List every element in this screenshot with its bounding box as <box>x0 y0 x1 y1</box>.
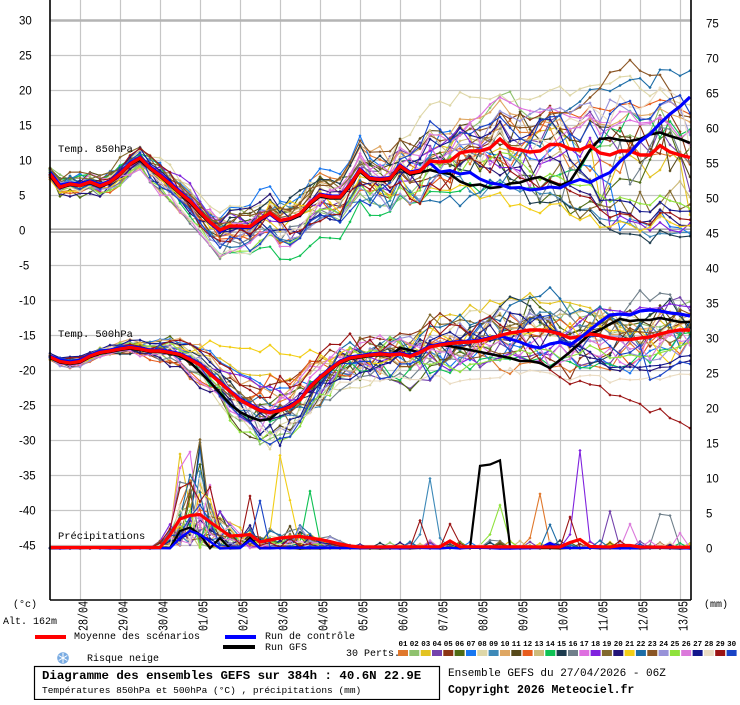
svg-text:15: 15 <box>557 641 567 649</box>
svg-text:08/05: 08/05 <box>476 601 492 631</box>
svg-text:27: 27 <box>693 641 702 649</box>
svg-text:04/05: 04/05 <box>316 601 332 631</box>
svg-text:16: 16 <box>568 641 578 649</box>
svg-text:Run GFS: Run GFS <box>265 643 307 654</box>
svg-text:25: 25 <box>670 641 680 649</box>
svg-text:Temp. 850hPa: Temp. 850hPa <box>58 144 133 156</box>
svg-text:50: 50 <box>706 194 719 206</box>
svg-text:70: 70 <box>706 54 719 66</box>
svg-text:07: 07 <box>466 641 475 649</box>
svg-text:02: 02 <box>410 641 420 649</box>
svg-text:Températures 850hPa et 500hPa: Températures 850hPa et 500hPa (°C) , pré… <box>42 685 361 696</box>
svg-text:10: 10 <box>500 641 510 649</box>
svg-text:-5: -5 <box>19 261 29 273</box>
svg-text:02/05: 02/05 <box>236 601 252 631</box>
svg-text:75: 75 <box>706 19 719 31</box>
svg-text:07/05: 07/05 <box>436 601 452 631</box>
svg-text:Ensemble GEFS du 27/04/2026 -: Ensemble GEFS du 27/04/2026 - 06Z <box>448 668 666 680</box>
svg-text:Précipitations: Précipitations <box>58 531 145 543</box>
svg-text:14: 14 <box>546 641 556 649</box>
svg-text:05/05: 05/05 <box>356 601 372 631</box>
svg-text:60: 60 <box>706 124 719 136</box>
svg-text:30: 30 <box>727 641 737 649</box>
svg-text:24: 24 <box>659 641 669 649</box>
svg-text:12/05: 12/05 <box>636 601 652 631</box>
svg-text:-40: -40 <box>19 506 36 518</box>
svg-text:25: 25 <box>19 51 32 63</box>
svg-text:65: 65 <box>706 89 719 101</box>
svg-text:-20: -20 <box>19 366 36 378</box>
svg-text:5: 5 <box>19 191 25 203</box>
svg-text:35: 35 <box>706 299 719 311</box>
svg-text:18: 18 <box>591 641 601 649</box>
svg-text:Risque neige: Risque neige <box>87 653 159 665</box>
svg-text:03/05: 03/05 <box>276 601 292 631</box>
svg-text:5: 5 <box>706 509 712 521</box>
svg-text:13/05: 13/05 <box>676 601 692 631</box>
svg-text:11: 11 <box>512 641 522 649</box>
svg-text:05: 05 <box>444 641 454 649</box>
svg-text:12: 12 <box>523 641 533 649</box>
svg-text:Diagramme des ensembles GEFS s: Diagramme des ensembles GEFS sur 384h : … <box>42 669 421 683</box>
svg-text:30/04: 30/04 <box>156 601 172 631</box>
svg-text:13: 13 <box>534 641 544 649</box>
svg-text:15: 15 <box>19 121 32 133</box>
svg-text:-25: -25 <box>19 401 36 413</box>
svg-text:Run de contrôle: Run de contrôle <box>265 631 355 643</box>
svg-text:23: 23 <box>648 641 658 649</box>
svg-text:09: 09 <box>489 641 499 649</box>
svg-text:19: 19 <box>602 641 612 649</box>
svg-text:10/05: 10/05 <box>556 601 572 631</box>
svg-text:28/04: 28/04 <box>76 601 92 631</box>
svg-text:11/05: 11/05 <box>596 601 612 631</box>
svg-text:40: 40 <box>706 264 719 276</box>
svg-text:03: 03 <box>421 641 431 649</box>
svg-text:Temp. 500hPa: Temp. 500hPa <box>58 329 133 341</box>
svg-text:Moyenne des scénarios: Moyenne des scénarios <box>74 631 200 643</box>
svg-text:26: 26 <box>682 641 692 649</box>
svg-text:(mm): (mm) <box>704 599 728 611</box>
svg-text:-35: -35 <box>19 471 36 483</box>
svg-text:30: 30 <box>706 334 719 346</box>
svg-text:10: 10 <box>706 474 719 486</box>
svg-text:08: 08 <box>478 641 488 649</box>
svg-text:06/05: 06/05 <box>396 601 412 631</box>
svg-text:-30: -30 <box>19 436 36 448</box>
svg-text:28: 28 <box>704 641 714 649</box>
svg-text:45: 45 <box>706 229 719 241</box>
svg-text:55: 55 <box>706 159 719 171</box>
svg-text:20: 20 <box>706 404 719 416</box>
svg-text:22: 22 <box>636 641 646 649</box>
svg-text:-45: -45 <box>19 541 36 553</box>
svg-text:-10: -10 <box>19 296 36 308</box>
svg-text:0: 0 <box>706 544 712 556</box>
svg-text:09/05: 09/05 <box>516 601 532 631</box>
svg-text:30 Perts.: 30 Perts. <box>346 649 400 660</box>
svg-text:10: 10 <box>19 156 32 168</box>
svg-text:04: 04 <box>432 641 442 649</box>
svg-text:(°c): (°c) <box>13 599 37 611</box>
svg-text:21: 21 <box>625 641 635 649</box>
svg-text:25: 25 <box>706 369 719 381</box>
svg-text:06: 06 <box>455 641 465 649</box>
svg-text:29: 29 <box>716 641 726 649</box>
svg-text:20: 20 <box>19 86 32 98</box>
svg-text:01: 01 <box>398 641 408 649</box>
svg-text:Copyright 2026 Meteociel.fr: Copyright 2026 Meteociel.fr <box>448 684 634 697</box>
svg-text:0: 0 <box>19 226 25 238</box>
svg-text:-15: -15 <box>19 331 36 343</box>
svg-text:30: 30 <box>19 16 32 28</box>
svg-text:17: 17 <box>580 641 589 649</box>
svg-text:20: 20 <box>614 641 624 649</box>
svg-text:29/04: 29/04 <box>116 601 132 631</box>
svg-text:15: 15 <box>706 439 719 451</box>
svg-text:Alt. 162m: Alt. 162m <box>3 616 57 628</box>
svg-text:01/05: 01/05 <box>196 601 212 631</box>
